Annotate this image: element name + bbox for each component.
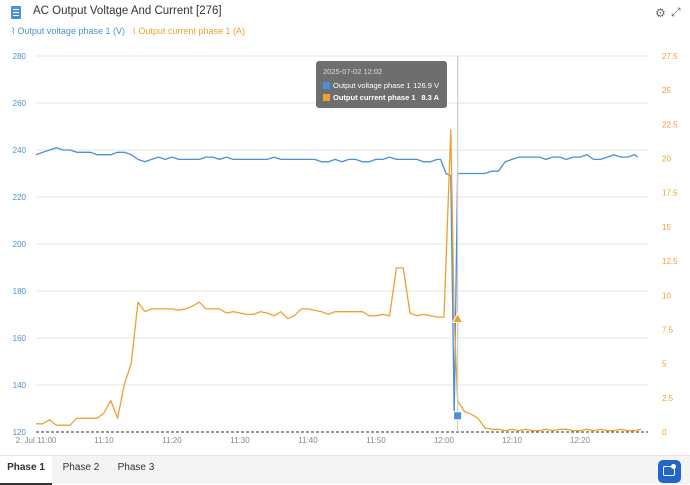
legend-item-voltage[interactable]: ⌇ Output voltage phase 1 (V) <box>11 26 125 37</box>
data-tooltip: 2025-07-02 12:02 Output voltage phase 1 … <box>316 61 447 108</box>
voltage-series-icon: ⌇ <box>11 26 16 36</box>
y-right-tick-label: 5 <box>662 360 667 369</box>
tooltip-voltage-value: 126.9 V <box>413 81 439 90</box>
x-tick-label: 11:20 <box>162 436 182 445</box>
phase-tabs: Phase 1 Phase 2 Phase 3 <box>0 455 690 485</box>
y-left-tick-label: 200 <box>13 240 27 249</box>
y-left-tick-label: 180 <box>13 287 27 296</box>
y-left-tick-label: 140 <box>13 381 27 390</box>
y-left-tick-label: 240 <box>13 146 27 155</box>
y-right-tick-label: 22.5 <box>662 120 678 129</box>
y-left-tick-label: 280 <box>13 52 27 61</box>
x-tick-label: 11:40 <box>298 436 318 445</box>
y-left-tick-label: 220 <box>13 193 27 202</box>
y-right-tick-label: 25 <box>662 86 671 95</box>
tab-phase-3[interactable]: Phase 3 <box>117 462 155 473</box>
legend-voltage-label: Output voltage phase 1 (V) <box>17 26 125 36</box>
x-tick-label: 11:50 <box>366 436 386 445</box>
x-tick-label: 12:20 <box>570 436 591 445</box>
current-swatch <box>323 94 330 101</box>
y-right-tick-label: 15 <box>662 223 671 232</box>
legend-current-label: Output current phase 1 (A) <box>138 26 245 36</box>
y-right-tick-label: 2.5 <box>662 394 674 403</box>
legend-item-current[interactable]: ⌇ Output current phase 1 (A) <box>132 26 245 37</box>
current-line <box>36 129 642 432</box>
chat-button[interactable] <box>658 460 681 483</box>
tab-phase-2[interactable]: Phase 2 <box>62 462 100 473</box>
y-right-tick-label: 20 <box>662 155 671 164</box>
y-left-tick-label: 260 <box>13 99 27 108</box>
tooltip-voltage-row: Output voltage phase 1 126.9 V <box>323 81 443 90</box>
y-right-tick-label: 27.5 <box>662 52 678 61</box>
y-left-tick-label: 120 <box>13 428 27 437</box>
tooltip-current-label: Output current phase 1 <box>333 93 416 102</box>
voltage-marker <box>453 411 463 421</box>
x-tick-label: 11:10 <box>94 436 114 445</box>
gear-icon[interactable]: ⚙ <box>655 6 666 20</box>
y-right-tick-label: 12.5 <box>662 257 678 266</box>
y-axis-right: 0 2.5 5 7.5 10 12.5 15 17.5 20 22.5 25 27.5 <box>662 52 678 437</box>
x-tick-label: 11:30 <box>230 436 250 445</box>
tooltip-time: 2025-07-02 12:02 <box>323 67 383 76</box>
cursor-group <box>451 56 464 432</box>
document-icon <box>11 6 21 19</box>
x-tick-label: 12:00 <box>434 436 455 445</box>
tab-phase-1[interactable]: Phase 1 <box>0 456 52 485</box>
x-axis: 2. Jul 11:00 11:10 11:20 11:30 11:40 11:50 12:… <box>16 436 591 445</box>
tooltip-current-row: Output current phase 1 8.3 A <box>323 93 443 102</box>
chart-header: AC Output Voltage And Current [276] ⚙ ⤢ … <box>0 0 690 40</box>
y-right-tick-label: 17.5 <box>662 189 678 198</box>
voltage-swatch <box>323 82 330 89</box>
tooltip-current-value: 8.3 A <box>421 93 439 102</box>
y-axis-left: 120 140 160 180 200 220 240 260 280 <box>13 52 27 437</box>
x-tick-label: 12:10 <box>502 436 523 445</box>
current-series-icon: ⌇ <box>132 26 137 36</box>
voltage-line <box>35 147 639 417</box>
series-group <box>35 129 642 432</box>
chart-title: AC Output Voltage And Current [276] <box>33 5 222 17</box>
y-right-tick-label: 7.5 <box>662 325 674 334</box>
y-right-tick-label: 10 <box>662 291 671 300</box>
x-tick-label: 2. Jul 11:00 <box>16 436 57 445</box>
current-marker <box>451 312 464 324</box>
y-left-tick-label: 160 <box>13 334 27 343</box>
expand-icon[interactable]: ⤢ <box>671 5 681 19</box>
y-right-tick-label: 0 <box>662 428 667 437</box>
tooltip-voltage-label: Output voltage phase 1 <box>333 81 411 90</box>
